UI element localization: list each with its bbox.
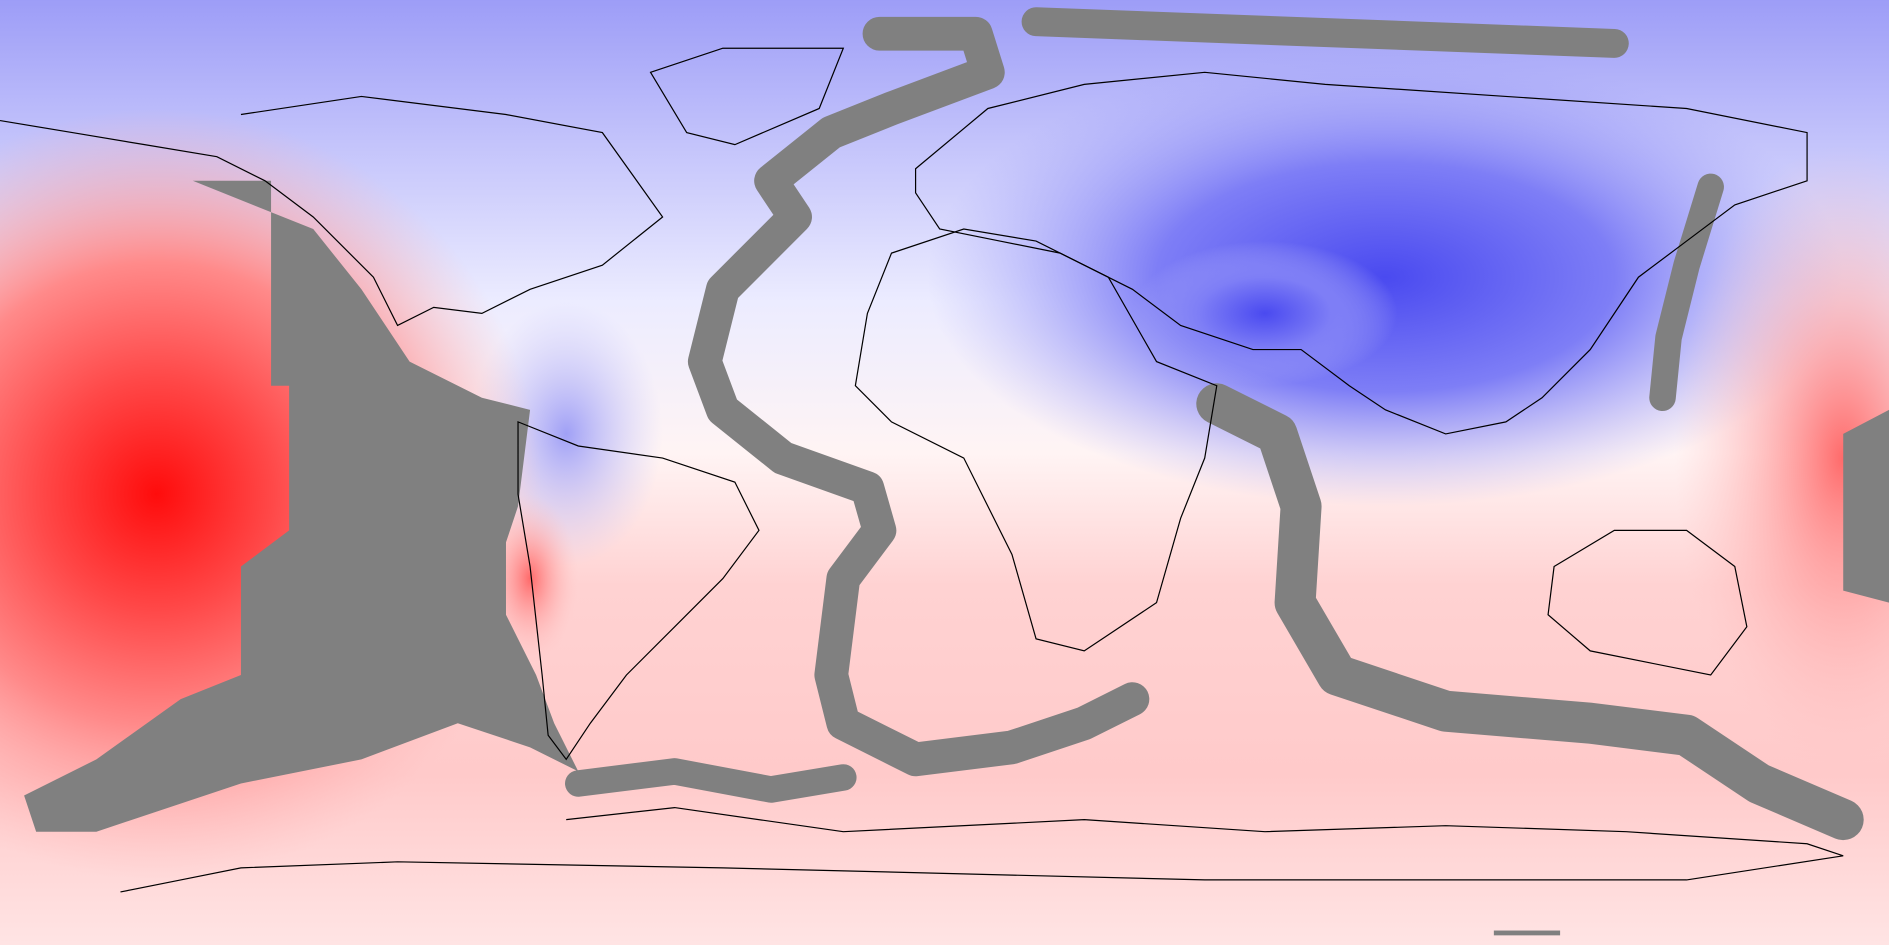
warm-anomaly-east	[1674, 144, 1889, 772]
masked-region-east	[1843, 409, 1889, 603]
coast-north-america	[0, 95, 664, 327]
masked-ridge-arctic	[1021, 7, 1629, 58]
masked-ridge-south	[565, 758, 857, 803]
masked-region-pacific	[24, 180, 579, 832]
cold-anomaly	[927, 48, 1844, 507]
coast-australia	[1547, 529, 1748, 676]
cold-core	[1132, 241, 1398, 386]
coast-greenland	[649, 47, 845, 146]
masked-ridge-atlantic	[687, 16, 1150, 777]
masked-ridge-indian	[1196, 383, 1864, 841]
masked-ridge-west-pacific	[1649, 173, 1724, 412]
coast-eurasia	[914, 71, 1808, 435]
coast-south-america	[517, 420, 760, 761]
coast-antarctica	[120, 806, 1844, 893]
masked-fragment	[1493, 930, 1561, 936]
